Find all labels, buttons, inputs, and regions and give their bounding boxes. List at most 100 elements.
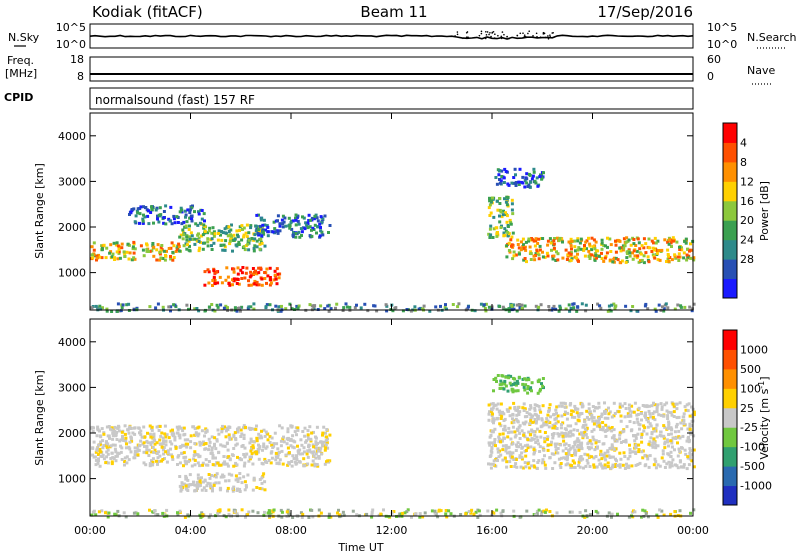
range-cell [96,425,100,429]
range-cell [512,458,516,461]
range-cell [252,440,256,444]
range-cell [654,446,658,450]
range-cell [663,440,667,444]
range-cell [647,404,651,408]
range-cell [573,448,577,452]
range-cell [206,231,210,235]
noise-search-point [547,35,549,37]
range-cell [235,442,239,446]
range-cell [669,241,673,245]
range-cell [658,464,662,468]
range-cell [259,218,263,222]
range-cell [545,417,549,421]
range-cell [224,278,228,282]
range-cell [564,434,568,438]
range-cell [240,271,244,275]
range-cell [534,513,538,517]
range-cell [236,455,239,459]
range-cell [132,251,136,255]
range-cell [172,256,176,259]
range-cell [242,453,246,456]
range-cell [200,511,204,515]
range-cell [245,223,249,227]
range-cell [490,446,494,449]
range-cell [433,511,437,515]
range-cell [145,243,149,247]
range-cell [252,307,256,311]
range-cell [94,304,98,308]
range-cell [510,208,514,212]
range-cell [247,283,251,287]
range-cell [662,434,666,438]
range-cell [496,402,500,406]
range-cell [689,511,692,515]
range-cell [370,510,374,514]
range-cell [579,442,583,446]
range-cell [96,256,100,260]
range-cell [255,452,259,456]
range-cell [92,426,95,430]
range-cell [258,478,262,481]
range-cell [225,462,229,466]
range-cell [511,305,515,309]
range-cell [200,441,204,445]
range-cell [633,254,637,258]
range-cell [387,515,391,519]
range-cell [185,445,189,449]
range-cell [136,453,140,457]
range-cell [529,258,533,261]
range-cell [610,429,614,433]
range-cell [207,305,211,309]
range-cell [569,252,573,256]
range-cell [522,246,526,250]
range-cell [153,448,157,452]
range-cell [571,445,575,449]
range-cell [566,462,570,466]
range-cell [686,255,690,259]
range-cell [213,442,216,446]
range-cell [643,509,647,513]
range-cell [517,180,521,184]
range-cell [556,236,559,240]
range-cell [189,434,193,438]
range-cell [672,404,676,408]
range-cell [190,234,194,238]
range-cell [606,428,610,432]
range-cell [564,457,568,461]
range-cell [132,456,136,460]
range-cell [604,434,608,438]
range-cell [563,413,567,416]
range-cell [141,217,145,221]
range-cell [286,427,290,431]
range-cell [569,251,573,255]
range-cell [198,454,202,458]
range-cell [188,211,192,214]
range-cell [599,306,603,310]
range-cell [653,248,656,252]
range-cell [258,232,262,236]
range-cell [479,302,483,306]
range-cell [268,283,272,287]
time-tick-label: 00:00 [74,524,106,537]
range-cell [231,278,234,282]
range-cell [167,247,171,250]
range-cell [227,225,231,229]
range-cell [288,226,292,230]
range-cell [100,256,104,260]
range-cell [527,378,531,382]
range-cell [437,509,441,513]
range-cell [121,437,125,441]
range-cell [514,462,518,466]
range-cell [647,237,651,241]
range-cell [627,238,631,242]
range-cell [277,276,281,280]
range-cell [281,462,285,466]
range-cell [503,428,507,432]
range-cell [434,305,438,309]
range-cell [308,234,312,238]
range-cell [520,457,524,461]
range-cell [119,450,123,454]
range-cell [632,434,636,438]
range-cell [603,429,607,433]
range-cell [223,462,227,466]
